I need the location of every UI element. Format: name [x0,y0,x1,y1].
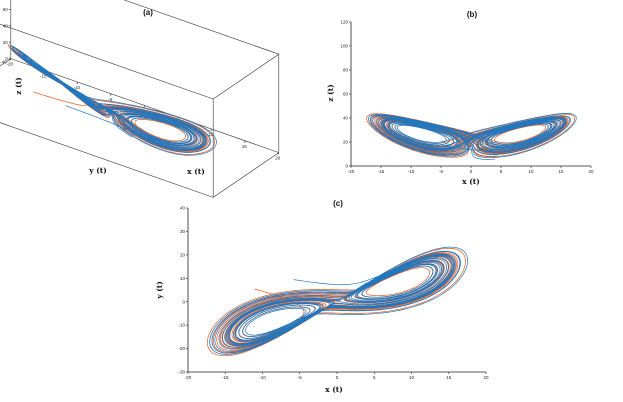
x-tick-label: 20 [275,156,281,161]
y-tick-label: -40 [0,60,7,65]
x-tick-label: 5 [373,375,376,380]
series-2-line [368,113,577,160]
x-tick-label: 15 [242,144,248,149]
x-tick-label: -10 [74,85,81,90]
y-tick-label: 40 [343,116,349,121]
z-tick-label: 60 [3,7,9,12]
x-tick-label: 5 [500,169,503,174]
panel-b-axes: -20 -15 -10 -5 0 5 10 15 20 0 20 40 60 80 100 120 [340,20,594,174]
panel-c-x-label: x (t) [325,385,343,394]
x-tick [9,58,12,61]
panel-b-y-label: z (t) [326,84,335,101]
x-tick-label: 15 [558,169,564,174]
x-tick-label: 20 [483,375,489,380]
x-tick-label: -10 [259,375,266,380]
y-tick-label: 0 [182,299,185,304]
box-edge [0,0,11,5]
panel-a-series [8,44,217,156]
x-tick-label: -20 [348,169,355,174]
x-tick [76,81,79,85]
z-tick-label: 40 [3,23,9,28]
box-edge [123,0,279,55]
x-tick-label: -20 [7,62,14,67]
panel-c-y-label: y (t) [155,281,164,300]
panel-a-x-label: x (t) [187,167,205,176]
x-tick-label: -15 [222,375,229,380]
box-edge [0,23,214,100]
y-tick-label: 40 [180,206,186,211]
y-tick-label: 80 [343,68,349,73]
x-tick-label: -15 [40,73,47,78]
x-tick [210,128,213,132]
panel-c-label: (c) [333,199,343,208]
x-tick-label: -5 [108,97,112,102]
box-edge [213,152,279,198]
panel-a-z-label: z (t) [14,77,23,94]
panel-c-series [206,246,469,357]
x-tick-label: -20 [185,375,192,380]
x-tick-label: 10 [528,169,534,174]
y-tick-label: 120 [340,20,348,25]
x-tick-label: -5 [439,169,443,174]
y-tick-label: 100 [340,44,348,49]
series-2-line [9,45,217,156]
y-tick-label: 0 [345,164,348,169]
panel-b-x-label: x (t) [462,177,480,186]
y-tick-label: -20 [178,346,185,351]
y-tick-label: 20 [180,252,186,257]
y-tick-label: -10 [178,323,185,328]
y-tick-label: 20 [343,140,349,145]
x-tick-label: 15 [446,375,452,380]
x-tick-label: -15 [378,169,385,174]
panel-a-axes-box [0,0,280,198]
panel-b-label: (b) [467,10,478,19]
panel-b-xz-plot: (b) -20 -15 -10 -5 0 5 10 15 20 0 20 40 60 80 100 120 x… [326,10,594,186]
y-tick-label: 10 [180,276,186,281]
panel-c-xy-plot: (c) -20 -15 -10 -5 0 5 10 15 20-30-20-1001020304… [155,199,489,394]
box-edge [213,53,279,100]
y-tick-label: 60 [343,92,349,97]
x-tick-label: -5 [298,375,302,380]
series-2-line [209,246,469,355]
y-tick-label: 30 [180,229,186,234]
box-edge [0,122,214,198]
x-tick [110,93,112,96]
z-tick-label: 20 [3,40,9,45]
x-tick [277,152,280,155]
x-tick-label: -10 [408,169,415,174]
panel-a-y-label: y (t) [88,166,107,175]
z-tick-label: 0 [5,56,8,61]
panel-a-label: (a) [143,8,153,17]
panel-a-3d-plot: (a) 020406080100120-40-2002040-20-15-10-… [0,0,281,198]
x-tick [143,105,146,108]
x-tick-label: 10 [409,375,415,380]
panel-b-series [366,113,577,160]
x-tick-label: 0 [336,375,339,380]
x-tick-label: 20 [588,169,594,174]
x-tick [244,140,246,143]
x-tick-label: 0 [470,169,473,174]
y-tick-label: -30 [178,370,185,375]
